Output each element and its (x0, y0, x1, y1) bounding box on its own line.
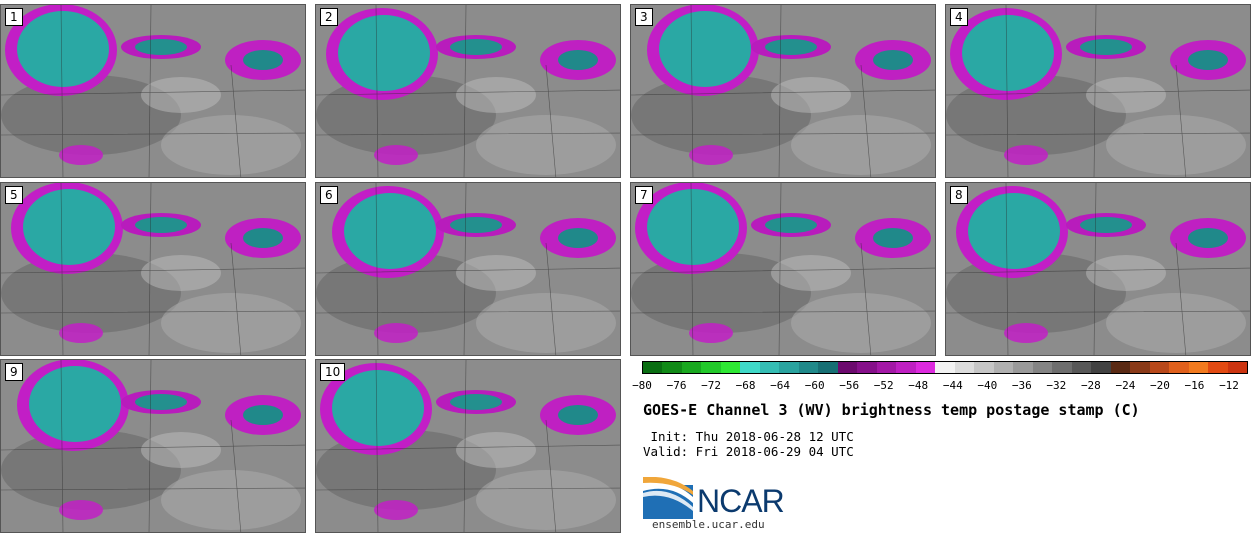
colorbar-tick-label: −12 (1219, 379, 1239, 392)
colorbar-segment (915, 362, 936, 373)
colorbar-tick-label: −44 (942, 379, 963, 392)
colorbar-segment (1091, 362, 1111, 373)
init-time: Init: Thu 2018-06-28 12 UTC (643, 429, 854, 444)
colorbar-segment (681, 362, 702, 373)
panel-map (316, 360, 620, 532)
colorbar-tick-label: −52 (873, 379, 894, 392)
valid-time: Valid: Fri 2018-06-29 04 UTC (643, 444, 854, 459)
colorbar-segment (1110, 362, 1131, 373)
colorbar-segment (720, 362, 741, 373)
panel-map (1, 5, 305, 177)
colorbar-segment (993, 362, 1014, 373)
panel-map (946, 183, 1250, 355)
colorbar-segment (662, 362, 682, 373)
colorbar-segment (974, 362, 994, 373)
member-number: 10 (320, 363, 346, 381)
colorbar-tick-label: −56 (839, 379, 860, 392)
colorbar-tick-label: −20 (1150, 379, 1170, 392)
panel-map (1, 183, 305, 355)
member-number: 8 (950, 186, 968, 204)
panel-map (631, 183, 935, 355)
colorbar-segment (1149, 362, 1170, 373)
colorbar-tick-label: −80 (632, 379, 652, 392)
colorbar-segment (818, 362, 838, 373)
colorbar-segment (798, 362, 819, 373)
panel-map (316, 5, 620, 177)
stamp-panel-8: 8 (945, 182, 1251, 356)
colorbar-tick-label: −64 (770, 379, 791, 392)
member-number: 4 (950, 8, 968, 26)
panel-map (631, 5, 935, 177)
panel-map (946, 5, 1250, 177)
colorbar-tick-label: −16 (1184, 379, 1205, 392)
ncar-logo-icon (643, 477, 693, 519)
colorbar-segment (1052, 362, 1072, 373)
colorbar-tick-label: −76 (666, 379, 687, 392)
colorbar-segment (837, 362, 858, 373)
colorbar-segment (857, 362, 877, 373)
colorbar-segment (1013, 362, 1033, 373)
stamp-panel-3: 3 (630, 4, 936, 178)
colorbar-tick-label: −48 (908, 379, 929, 392)
colorbar-segment (759, 362, 780, 373)
member-number: 5 (5, 186, 23, 204)
colorbar-segment (1169, 362, 1189, 373)
colorbar-segment (701, 362, 721, 373)
colorbar-tick-label: −68 (735, 379, 756, 392)
colorbar-tick-label: −60 (804, 379, 825, 392)
stamp-panel-5: 5 (0, 182, 306, 356)
member-number: 3 (635, 8, 653, 26)
colorbar-segment (1227, 362, 1248, 373)
colorbar-ticks: −80 −76 −72 −68 −64 −60 −56 −52 −48 −44 −40 −36 −32−… (632, 379, 1248, 395)
member-number: 9 (5, 363, 23, 381)
stamp-panel-7: 7 (630, 182, 936, 356)
member-number: 7 (635, 186, 653, 204)
colorbar-segment (740, 362, 760, 373)
colorbar-segment (954, 362, 975, 373)
stamp-panel-4: 4 (945, 4, 1251, 178)
colorbar-segment (1208, 362, 1228, 373)
colorbar (642, 361, 1248, 374)
plot-title: GOES-E Channel 3 (WV) brightness temp po… (643, 401, 1140, 419)
colorbar-segment (1188, 362, 1209, 373)
colorbar-segment (876, 362, 897, 373)
logo-url: ensemble.ucar.edu (652, 518, 765, 531)
stamp-panel-6: 6 (315, 182, 621, 356)
member-number: 2 (320, 8, 338, 26)
colorbar-segment (1130, 362, 1150, 373)
member-number: 6 (320, 186, 338, 204)
colorbar-tick-label: −72 (701, 379, 721, 392)
stamp-panel-9: 9 (0, 359, 306, 533)
stamp-panel-2: 2 (315, 4, 621, 178)
colorbar-tick-label: −24 (1115, 379, 1136, 392)
panel-map (316, 183, 620, 355)
colorbar-segment (643, 362, 663, 373)
stamp-panel-10: 10 (315, 359, 621, 533)
stamp-panel-1: 1 (0, 4, 306, 178)
logo-wordmark: NCAR (697, 483, 785, 519)
panel-map (1, 360, 305, 532)
colorbar-tick-label: −40 (977, 379, 998, 392)
colorbar-segment (779, 362, 799, 373)
colorbar-tick-label: −36 (1011, 379, 1032, 392)
colorbar-tick-label: −32 (1046, 379, 1067, 392)
colorbar-segment (896, 362, 916, 373)
colorbar-segment (1071, 362, 1092, 373)
colorbar-segment (1032, 362, 1053, 373)
colorbar-segment (935, 362, 955, 373)
colorbar-tick-label: −28 (1080, 379, 1101, 392)
member-number: 1 (5, 8, 23, 26)
